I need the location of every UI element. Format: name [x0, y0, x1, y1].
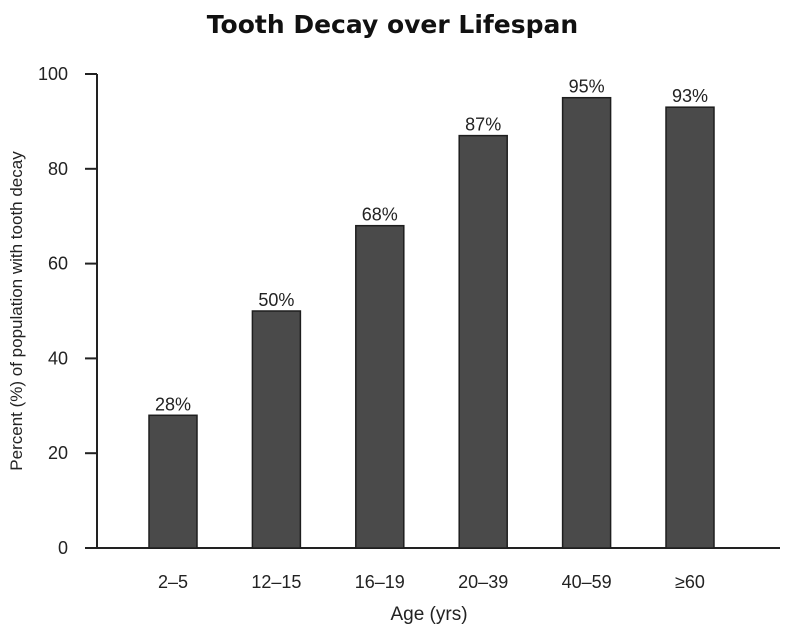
- data-label: 28%: [155, 394, 191, 414]
- bar: [458, 134, 508, 549]
- x-axis-title: Age (yrs): [390, 604, 467, 625]
- data-label: 95%: [569, 77, 605, 97]
- data-label: 87%: [465, 115, 501, 135]
- data-label: 68%: [362, 205, 398, 225]
- chart-title: Tooth Decay over Lifespan: [206, 10, 579, 39]
- bar: [355, 224, 405, 549]
- x-tick-label: ≥60: [675, 572, 705, 592]
- bars: [148, 96, 715, 549]
- y-tick-label: 100: [38, 64, 68, 84]
- bar: [665, 106, 715, 549]
- x-tick-label: 40–59: [562, 572, 612, 592]
- axes: 0 20 40 60 80 100: [38, 64, 780, 558]
- y-tick-label: 0: [58, 538, 68, 558]
- x-tick-label: 2–5: [158, 572, 188, 592]
- labels: 28% 2–5 50% 12–15 68% 16–19 87% 20–39 95% 40–59 93…: [155, 77, 708, 592]
- bar: [148, 414, 198, 549]
- y-tick-label: 40: [48, 348, 68, 368]
- x-tick-label: 16–19: [355, 572, 405, 592]
- y-tick-label: 80: [48, 159, 68, 179]
- y-tick-label: 60: [48, 254, 68, 274]
- bar: [561, 96, 612, 549]
- data-label: 50%: [258, 290, 294, 310]
- bar: [251, 310, 302, 549]
- data-label: 93%: [672, 86, 708, 106]
- y-tick-label: 20: [48, 443, 68, 463]
- x-tick-label: 12–15: [251, 572, 301, 592]
- y-axis-title: Percent (%) of population with tooth dec…: [7, 151, 26, 471]
- x-tick-label: 20–39: [458, 572, 508, 592]
